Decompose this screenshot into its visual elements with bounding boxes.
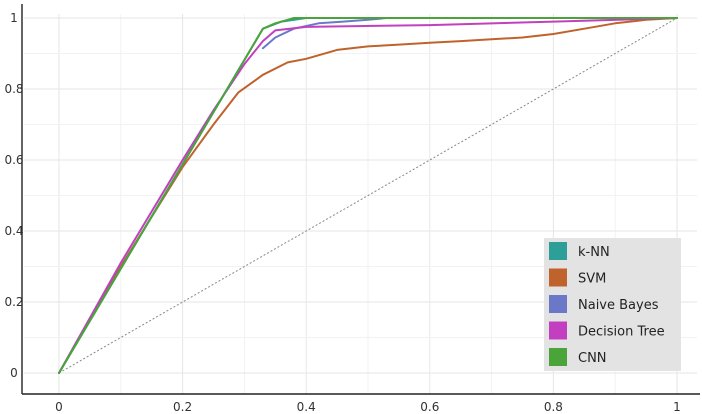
series-line-decision-tree xyxy=(58,17,678,374)
legend-label-cnn: CNN xyxy=(578,351,607,366)
series-lines xyxy=(58,17,678,374)
legend: k-NN SVM Naive Bayes Decision Tree CNN xyxy=(544,238,681,371)
legend-label-k-nn: k-NN xyxy=(578,245,610,260)
diagonal-reference-line xyxy=(58,17,678,374)
legend-swatch-svm xyxy=(549,268,567,287)
x-tick-label: 0.6 xyxy=(420,400,439,414)
legend-swatch-decision-tree xyxy=(549,321,567,340)
axes xyxy=(21,4,700,395)
legend-label-svm: SVM xyxy=(578,272,606,287)
y-tick-label: 0.2 xyxy=(4,295,23,309)
legend-label-decision-tree: Decision Tree xyxy=(578,325,665,340)
y-tick-label: 1 xyxy=(10,11,18,25)
legend-swatch-naive-bayes xyxy=(549,295,567,313)
x-tick-label: 1 xyxy=(673,400,681,414)
y-tick-label: 0 xyxy=(10,366,18,380)
x-tick-label: 0.2 xyxy=(173,400,192,414)
legend-swatch-cnn xyxy=(549,348,567,366)
x-tick-label: 0.4 xyxy=(297,400,316,414)
series-line-svm xyxy=(58,17,678,374)
y-tick-label: 0.4 xyxy=(4,224,23,238)
legend-swatch-k-nn xyxy=(549,242,567,260)
series-line-cnn xyxy=(58,17,678,374)
y-tick-label: 0.8 xyxy=(4,82,23,96)
x-tick-label: 0 xyxy=(55,400,63,414)
legend-label-naive-bayes: Naive Bayes xyxy=(578,298,659,313)
x-tick-label: 0.8 xyxy=(544,400,563,414)
y-tick-label: 0.6 xyxy=(4,153,23,167)
diagonal-reference xyxy=(58,17,678,374)
tick-labels: 0 0.2 0.4 0.6 0.8 1 0 0.2 0.4 0.6 0.8 1 xyxy=(4,11,680,414)
